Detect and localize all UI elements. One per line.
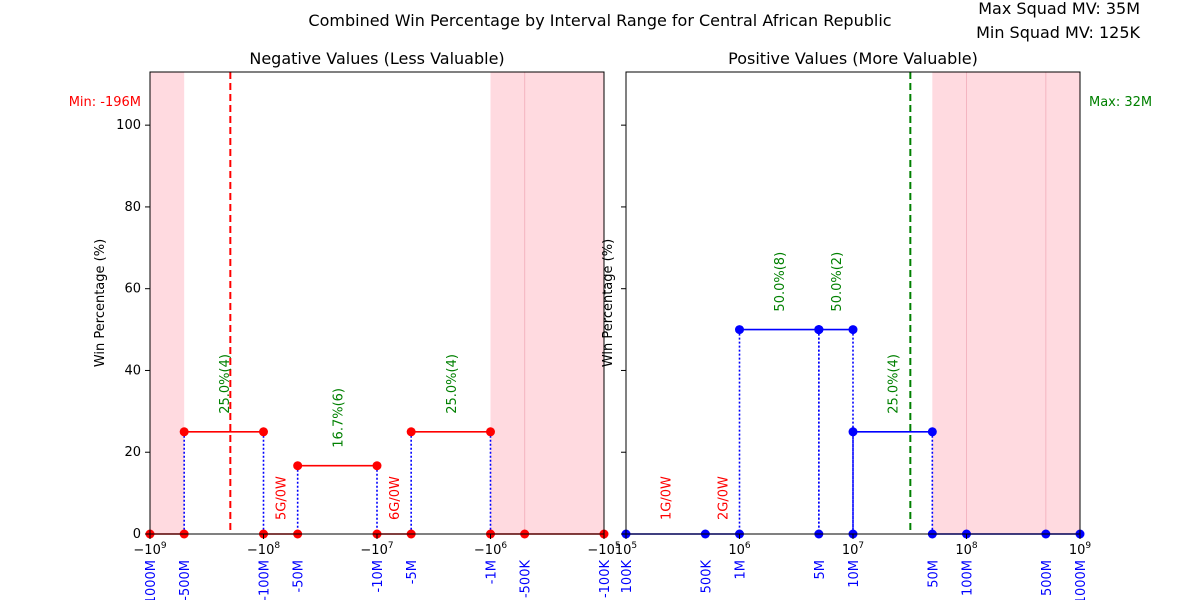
data-point xyxy=(927,427,937,437)
min-squad-mv: Min Squad MV: 125K xyxy=(976,23,1140,42)
data-point xyxy=(372,461,382,471)
interval-marker-label: -50M xyxy=(292,560,307,592)
x-tick-label: 107 xyxy=(842,541,864,558)
x-tick-label: −108 xyxy=(247,541,280,558)
segment-label: 5G/0W xyxy=(275,476,290,520)
x-tick-label: 109 xyxy=(1069,541,1092,558)
interval-marker-label: -100K xyxy=(598,560,613,599)
positive-panel-title: Positive Values (More Valuable) xyxy=(728,49,978,68)
segment-label: 25.0%(4) xyxy=(887,354,902,414)
data-point xyxy=(848,427,858,437)
interval-marker-label: -1000M xyxy=(144,560,159,600)
interval-marker-label: 10M xyxy=(847,560,862,588)
data-point xyxy=(735,325,744,335)
interval-marker-label: -500K xyxy=(519,560,534,599)
segment-label: 50.0%(2) xyxy=(830,252,845,312)
segment-label: 16.7%(6) xyxy=(331,388,346,448)
shaded-range xyxy=(150,72,185,534)
interval-marker-label: -100M xyxy=(258,560,273,600)
min-vline-label: Min: -196M xyxy=(69,95,141,110)
y-tick-label: 40 xyxy=(124,363,141,378)
segment-label: 6G/0W xyxy=(388,476,403,520)
segment-label: 25.0%(4) xyxy=(218,354,233,414)
x-tick-label: 106 xyxy=(728,541,751,558)
interval-marker-label: -10M xyxy=(371,560,386,592)
figure-title: Combined Win Percentage by Interval Rang… xyxy=(308,11,891,30)
y-tick-label: 100 xyxy=(116,118,141,133)
negative-values-panel: Negative Values (Less Valuable) Win Perc… xyxy=(69,49,621,600)
max-vline-label: Max: 32M xyxy=(1089,95,1152,110)
segment-label: 1G/0W xyxy=(660,476,675,520)
interval-marker-label: -5M xyxy=(405,560,420,584)
interval-marker-label: -500M xyxy=(178,560,193,600)
interval-marker-label: 500K xyxy=(699,560,714,594)
interval-marker-label: 5M xyxy=(813,560,828,580)
interval-marker-label: 500M xyxy=(1040,560,1055,596)
negative-panel-ylabel: Win Percentage (%) xyxy=(93,239,108,367)
y-tick-label: 0 xyxy=(133,527,141,542)
data-point xyxy=(293,461,303,471)
negative-panel-title: Negative Values (Less Valuable) xyxy=(249,49,504,68)
x-tick-label: 105 xyxy=(615,541,637,558)
x-tick-label: −107 xyxy=(360,541,393,558)
interval-marker-label: -1M xyxy=(485,560,500,584)
max-squad-mv: Max Squad MV: 35M xyxy=(978,0,1140,18)
data-point xyxy=(848,325,858,335)
shaded-range xyxy=(490,72,604,534)
segment-label: 50.0%(8) xyxy=(773,252,788,312)
data-point xyxy=(406,427,416,437)
positive-values-panel: Positive Values (More Valuable) Win Perc… xyxy=(601,49,1152,600)
data-point xyxy=(259,427,268,437)
y-tick-label: 60 xyxy=(124,282,141,297)
x-tick-label: −105 xyxy=(587,541,620,558)
data-point xyxy=(814,325,824,335)
positive-panel-ylabel: Win Percentage (%) xyxy=(601,239,616,367)
interval-marker-label: 100M xyxy=(961,560,976,596)
data-point xyxy=(486,427,495,437)
y-tick-label: 20 xyxy=(124,445,141,460)
x-tick-label: −106 xyxy=(474,541,507,558)
interval-marker-label: 100K xyxy=(620,560,635,594)
data-point xyxy=(179,427,189,437)
y-tick-label: 80 xyxy=(124,200,141,215)
x-tick-label: 108 xyxy=(955,541,978,558)
segment-label: 2G/0W xyxy=(716,476,731,520)
interval-marker-label: 1000M xyxy=(1074,560,1089,600)
segment-label: 25.0%(4) xyxy=(445,354,460,414)
x-tick-label: −109 xyxy=(133,541,166,558)
shaded-range xyxy=(932,72,1080,534)
interval-marker-label: 50M xyxy=(926,560,941,588)
interval-marker-label: 1M xyxy=(734,560,749,580)
